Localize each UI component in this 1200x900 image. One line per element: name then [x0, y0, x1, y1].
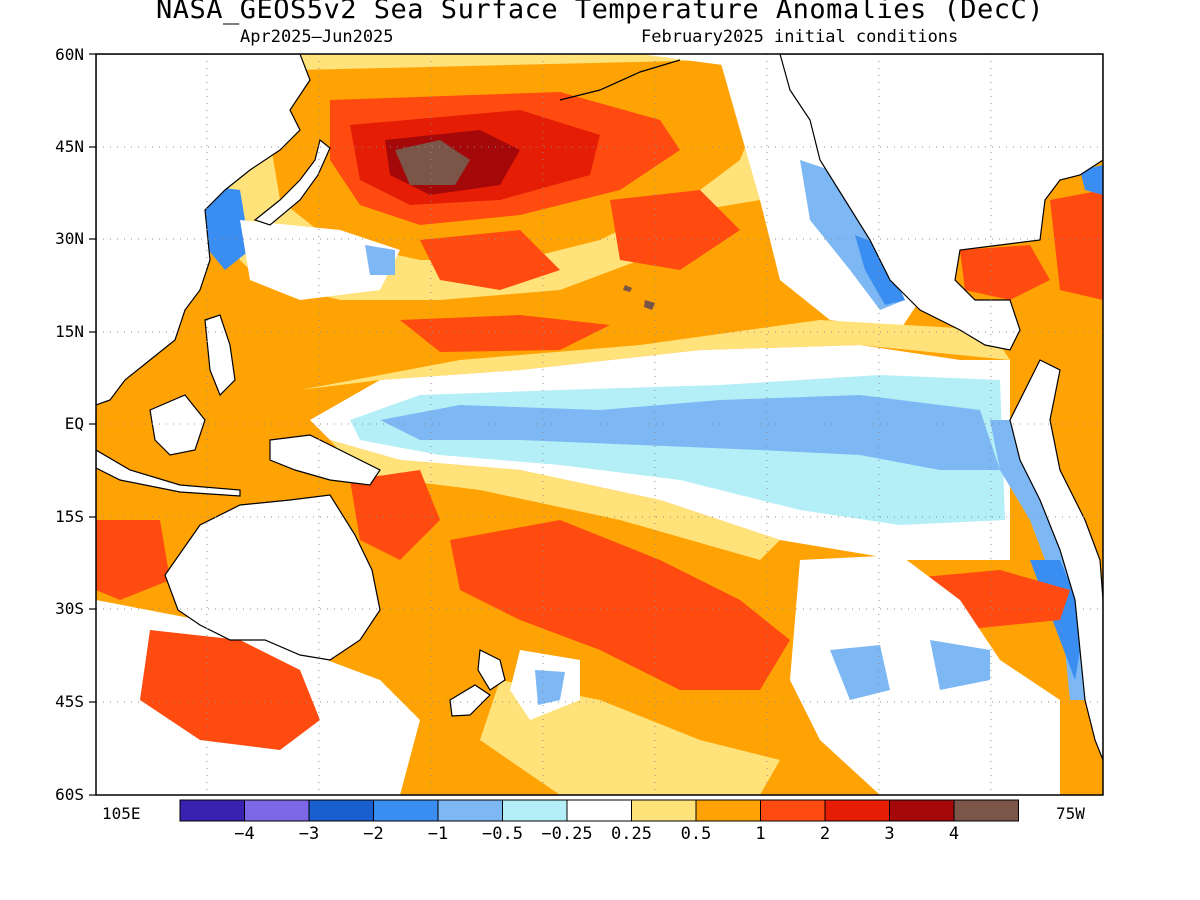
colorbar-swatch [566, 799, 632, 822]
west-pacific-warm-patches-2 [400, 315, 610, 352]
forecast-period: Apr2025–Jun2025 [240, 27, 394, 47]
colorbar-swatch [889, 799, 955, 822]
colorbar-swatch [373, 799, 439, 822]
colorbar-swatch [695, 799, 761, 822]
colorbar-swatch [308, 799, 374, 822]
colorbar-tick-label: −0.5 [482, 824, 523, 844]
california-coast-blue [855, 235, 905, 305]
colorbar-tick-label: 0.5 [680, 824, 712, 844]
west-pacific-cool-spot [365, 245, 395, 275]
asia-landmass [96, 54, 311, 406]
colorbar-tick-label: −0.25 [541, 824, 593, 844]
southern-ocean-warm [140, 630, 320, 750]
lat-label-60n: 60N [55, 45, 84, 64]
colorbar-tick-label: −3 [298, 824, 320, 844]
initial-conditions: February2025 initial conditions [641, 27, 959, 47]
new-zealand-south [449, 684, 491, 717]
borneo [149, 394, 206, 456]
tasman-cool [535, 670, 565, 705]
new-guinea [269, 434, 381, 486]
lat-label-45s: 45S [55, 692, 84, 711]
lat-label-eq: EQ [64, 414, 84, 433]
colorbar-tick-label: 2 [819, 824, 831, 844]
lat-label-15n: 15N [55, 322, 84, 341]
north-america-landmass [779, 54, 1103, 351]
sumatra-java [96, 449, 241, 497]
colorbar-swatch [179, 799, 245, 822]
map-title: NASA_GEOS5v2 Sea Surface Temperature Ano… [155, 0, 1045, 25]
south-pacific-white-1 [790, 555, 1060, 795]
japan [253, 138, 331, 226]
colorbar-swatch [760, 799, 826, 822]
colorbar-swatch [953, 799, 1019, 822]
west-pacific-white-patches [240, 220, 400, 300]
colorbar-tick-label: 4 [948, 824, 960, 844]
hawaii-islands [623, 285, 655, 310]
lon-label-east: 75W [1056, 804, 1085, 823]
lat-label-15s: 15S [55, 507, 84, 526]
equatorial-cold-tongue [380, 395, 1000, 470]
south-pacific-cool-patch-2 [930, 640, 990, 690]
colorbar-tick-label: −1 [427, 824, 449, 844]
colorbar-swatch [824, 799, 890, 822]
south-pacific-hot-1 [450, 520, 790, 690]
kuroshio-cool-pocket [200, 185, 250, 270]
colorbar-tick-label: 3 [884, 824, 895, 844]
colorbar-tick-label: 0.25 [611, 824, 652, 844]
lat-label-45n: 45N [55, 137, 84, 156]
lat-ticks [89, 53, 96, 796]
lon-label-west: 105E [102, 804, 141, 823]
new-zealand-north [477, 649, 506, 691]
lat-label-30n: 30N [55, 229, 84, 248]
south-pacific-cool-patch [830, 645, 890, 700]
philippines [204, 314, 236, 397]
atlantic-hot [1050, 190, 1103, 300]
colorbar-tick-label: −2 [363, 824, 384, 844]
atlantic-cool [1080, 165, 1103, 195]
colorbar-swatch [437, 799, 503, 822]
colorbar-tick-label: 1 [755, 824, 766, 844]
gulf-mexico-hot [960, 245, 1050, 300]
colorbar-swatch [502, 799, 568, 822]
north-pacific-max-core [395, 140, 470, 185]
south-equatorial-light [330, 440, 780, 560]
south-america-landmass [1009, 359, 1103, 761]
colorbar-swatch [244, 799, 310, 822]
lat-label-60s: 60S [55, 785, 84, 804]
alaska-peninsula [559, 59, 681, 101]
colorbar-swatch [631, 799, 697, 822]
north-central-warm-patch [610, 190, 740, 270]
west-pacific-warm-patches [420, 230, 560, 290]
australia-landmass [164, 494, 381, 661]
lat-label-30s: 30S [55, 599, 84, 618]
west-australia-hot [96, 520, 170, 600]
coral-sea-hot [350, 470, 440, 560]
colorbar-tick-label: −4 [234, 824, 255, 844]
